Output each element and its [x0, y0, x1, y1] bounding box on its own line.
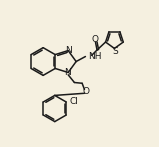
Text: N: N — [65, 46, 72, 55]
Text: S: S — [112, 47, 118, 56]
Text: O: O — [91, 35, 98, 44]
Text: O: O — [83, 87, 90, 96]
Text: Cl: Cl — [69, 97, 78, 106]
Text: N: N — [64, 68, 71, 77]
Text: NH: NH — [88, 52, 101, 61]
